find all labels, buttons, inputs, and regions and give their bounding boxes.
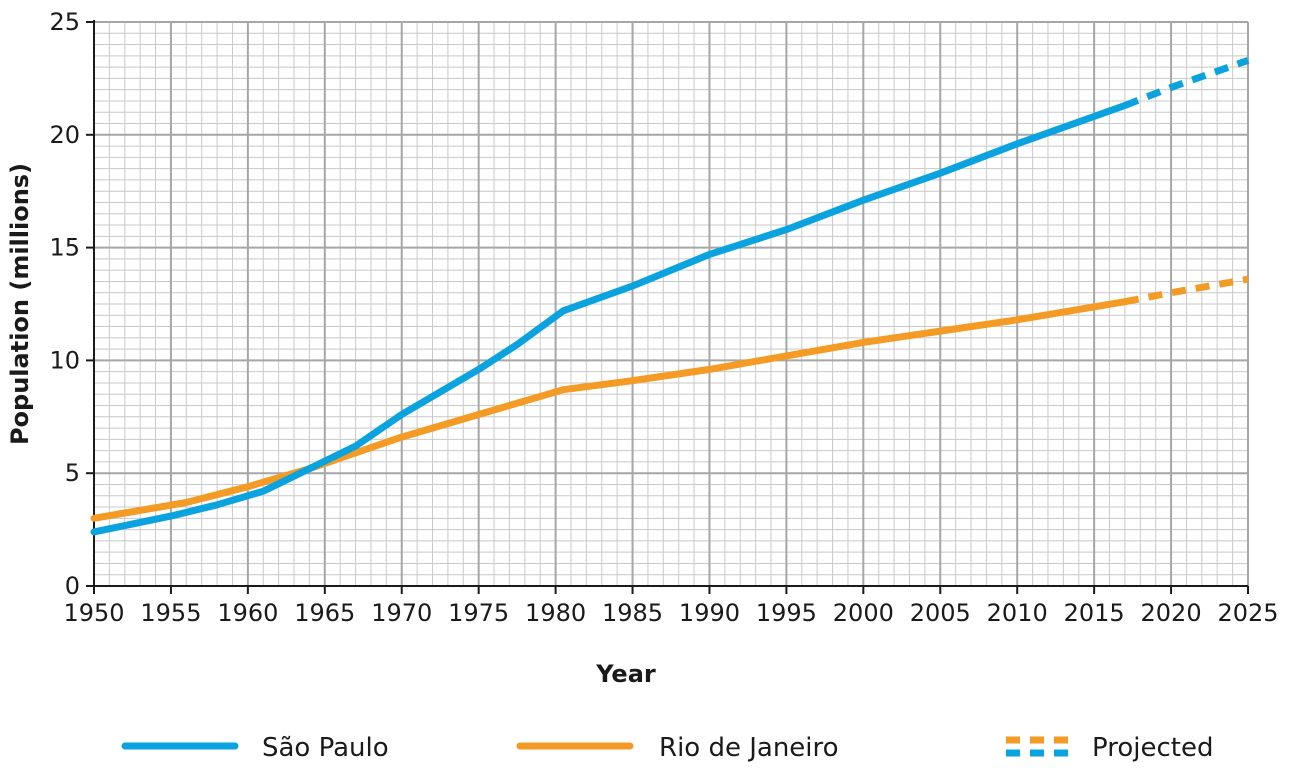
y-tick-label: 20 (49, 121, 80, 149)
x-tick-label: 2020 (1141, 599, 1202, 627)
legend-label-rio-de-janeiro: Rio de Janeiro (659, 733, 839, 763)
x-tick-label: 1990 (679, 599, 740, 627)
x-tick-label: 2015 (1064, 599, 1125, 627)
y-tick-label: 5 (65, 459, 80, 487)
x-tick-label: 1970 (371, 599, 432, 627)
series-line-s-o-paulo (90, 102, 1129, 536)
x-tick-label: 1955 (140, 599, 201, 627)
x-axis-title: Year (595, 660, 656, 688)
x-tick-label: 1995 (756, 599, 817, 627)
axes (86, 20, 1249, 594)
x-tick-label: 1980 (525, 599, 586, 627)
y-tick-label: 25 (49, 8, 80, 36)
x-tick-labels: 1950 1955 1960 1965 1970 1975 1980 1985 1990 1995… (63, 599, 1278, 627)
x-tick-label: 1975 (448, 599, 509, 627)
legend-label-projected: Projected (1092, 733, 1213, 763)
series-layer (90, 57, 1250, 536)
y-axis-title: Population (millions) (6, 163, 34, 445)
y-tick-labels: 0 5 10 15 20 25 (49, 8, 80, 600)
series-projection-s-o-paulo (1123, 57, 1250, 109)
x-tick-label: 2005 (910, 599, 971, 627)
series-projection-rio-de-janeiro (1124, 275, 1249, 306)
legend: São Paulo Rio de Janeiro Projected (121, 733, 1213, 763)
x-tick-label: 1985 (602, 599, 663, 627)
x-tick-label: 1965 (294, 599, 355, 627)
x-tick-label: 2010 (987, 599, 1048, 627)
series-line-rio-de-janeiro (90, 298, 1129, 522)
x-tick-label: 1950 (63, 599, 124, 627)
minor-gridlines (94, 22, 1248, 586)
x-tick-label: 2000 (833, 599, 894, 627)
x-tick-label: 2025 (1217, 599, 1278, 627)
y-tick-label: 0 (65, 572, 80, 600)
x-tick-label: 1960 (217, 599, 278, 627)
legend-label-sao-paulo: São Paulo (262, 733, 389, 763)
y-tick-label: 15 (49, 234, 80, 262)
y-tick-label: 10 (49, 346, 80, 374)
